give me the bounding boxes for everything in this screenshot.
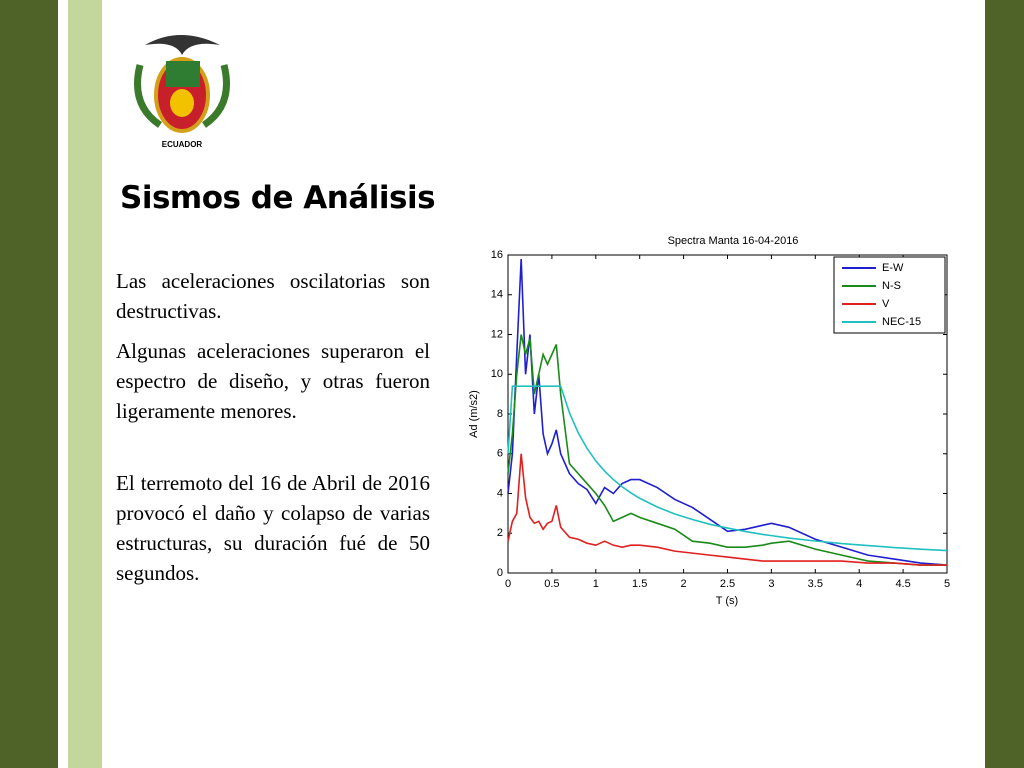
legend-label: N-S: [882, 280, 901, 292]
legend-label: V: [882, 298, 890, 310]
paragraph: Las aceleraciones oscilatorias son destr…: [116, 269, 430, 323]
paragraph: El terremoto del 16 de Abril de 2016 pro…: [116, 471, 430, 585]
y-axis-label: Ad (m/s2): [468, 390, 480, 438]
series-line: [507, 258, 948, 566]
y-tick-label: 6: [497, 448, 503, 460]
y-tick-label: 2: [497, 527, 503, 539]
x-tick-label: 0.5: [544, 578, 559, 590]
x-tick-label: 2.5: [720, 578, 735, 590]
logo: ECUADOR: [134, 35, 230, 149]
series-line: [507, 334, 947, 566]
y-tick-label: 14: [491, 289, 503, 301]
legend-label: NEC-15: [882, 316, 921, 328]
x-tick-label: 1: [593, 578, 599, 590]
x-tick-label: 4: [856, 578, 862, 590]
side-bar: [0, 0, 58, 768]
chart: Spectra Manta 16-04-2016 T (s) Ad (m/s2)…: [468, 235, 950, 607]
x-tick-label: 0: [505, 578, 511, 590]
series-line: [507, 453, 947, 566]
legend-box: [833, 256, 946, 334]
y-tick-label: 4: [497, 487, 503, 499]
x-axis-label: T (s): [716, 595, 738, 607]
y-tick-label: 8: [497, 408, 503, 420]
y-tick-label: 16: [491, 249, 503, 261]
chart-title: Spectra Manta 16-04-2016: [668, 235, 799, 247]
series-line: [507, 385, 948, 552]
x-tick-label: 5: [944, 578, 950, 590]
slide-title: Sismos de Análisis: [120, 180, 436, 216]
side-bar: [985, 0, 1024, 768]
side-stripe: [68, 0, 102, 768]
legend-label: E-W: [882, 262, 904, 274]
body-text: Las aceleraciones oscilatorias son destr…: [116, 266, 430, 598]
x-tick-label: 3: [768, 578, 774, 590]
x-tick-label: 2: [681, 578, 687, 590]
y-tick-label: 0: [497, 567, 503, 579]
y-tick-label: 10: [491, 368, 503, 380]
x-tick-label: 4.5: [895, 578, 910, 590]
x-tick-label: 3.5: [808, 578, 823, 590]
paragraph: Algunas aceleraciones superaron el espec…: [116, 339, 430, 423]
logo-text: ECUADOR: [162, 140, 203, 149]
x-tick-label: 1.5: [632, 578, 647, 590]
y-tick-label: 12: [491, 328, 503, 340]
